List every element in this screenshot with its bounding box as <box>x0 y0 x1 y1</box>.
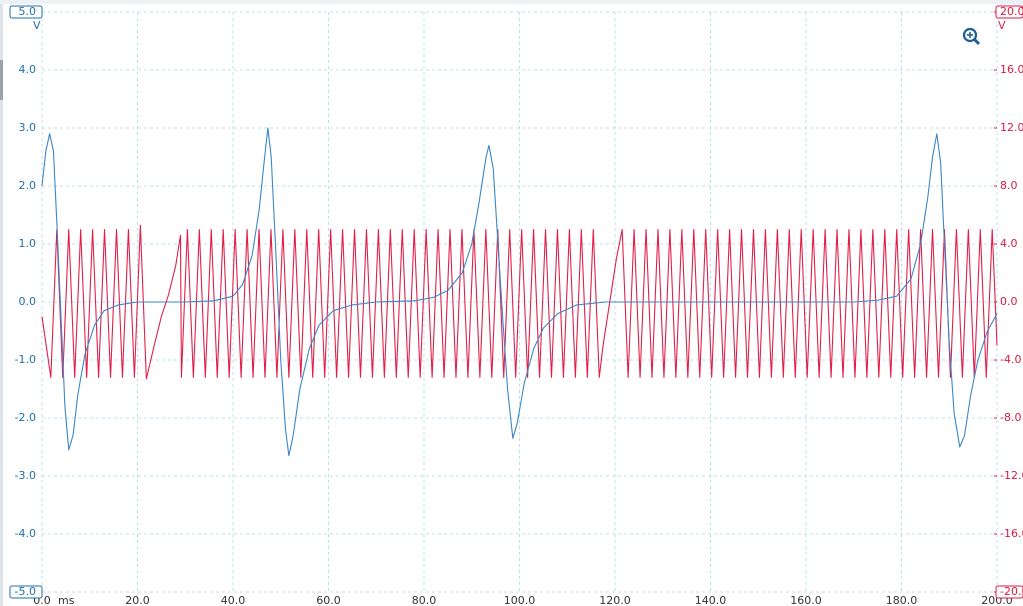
zoom-handle <box>972 37 981 46</box>
y2-unit: V <box>998 19 1006 32</box>
x-tick-label: 120.0 <box>599 594 631 606</box>
zoom-icon[interactable] <box>962 27 981 46</box>
top-strip <box>0 0 1023 4</box>
y2-tick-label: -12.0 <box>1000 469 1023 482</box>
waveform <box>41 127 998 457</box>
y2-tick-label: -20.0 <box>1000 585 1023 598</box>
y-tick-label: -4.0 <box>15 527 36 540</box>
y-tick-label: -2.0 <box>15 411 36 424</box>
y2-tick-box <box>995 5 1023 19</box>
left-handle <box>0 60 3 100</box>
y-tick-label: 2.0 <box>19 179 37 192</box>
x-unit: ms <box>58 594 75 606</box>
y-tick-label: -1.0 <box>15 353 36 366</box>
y-tick-label: 0.0 <box>19 295 37 308</box>
x-tick-label: 60.0 <box>316 594 341 606</box>
x-tick-label: 180.0 <box>886 594 918 606</box>
y-tick-box <box>9 5 43 19</box>
zoom-lens <box>962 27 978 43</box>
left-edge <box>0 4 3 606</box>
x-tick-label: 100.0 <box>504 594 536 606</box>
y-tick-label: -3.0 <box>15 469 36 482</box>
y2-tick-label: -8.0 <box>1000 411 1021 424</box>
waveform <box>41 224 998 380</box>
y-tick-box <box>9 585 43 599</box>
y-unit: V <box>33 19 41 32</box>
x-tick-label: 20.0 <box>125 594 150 606</box>
y2-tick-box <box>995 585 1023 599</box>
y2-tick-label: 20.0 <box>1000 5 1023 18</box>
y-tick-label: 3.0 <box>19 121 37 134</box>
x-tick-label: 80.0 <box>412 594 437 606</box>
x-tick-label: 140.0 <box>695 594 727 606</box>
y2-tick-label: 4.0 <box>1000 237 1018 250</box>
y2-tick-label: -4.0 <box>1000 353 1021 366</box>
x-tick-label: 40.0 <box>221 594 246 606</box>
y2-tick-label: 16.0 <box>1000 63 1023 76</box>
y2-tick-label: -16.0 <box>1000 527 1023 540</box>
y-tick-label: -5.0 <box>15 585 36 598</box>
y-tick-label: 4.0 <box>19 63 37 76</box>
y2-tick-label: 0.0 <box>1000 295 1018 308</box>
y2-tick-label: 12.0 <box>1000 121 1023 134</box>
x-tick-label: 160.0 <box>790 594 822 606</box>
y2-tick-label: 8.0 <box>1000 179 1018 192</box>
y-tick-label: 5.0 <box>19 5 37 18</box>
y-tick-label: 1.0 <box>19 237 37 250</box>
